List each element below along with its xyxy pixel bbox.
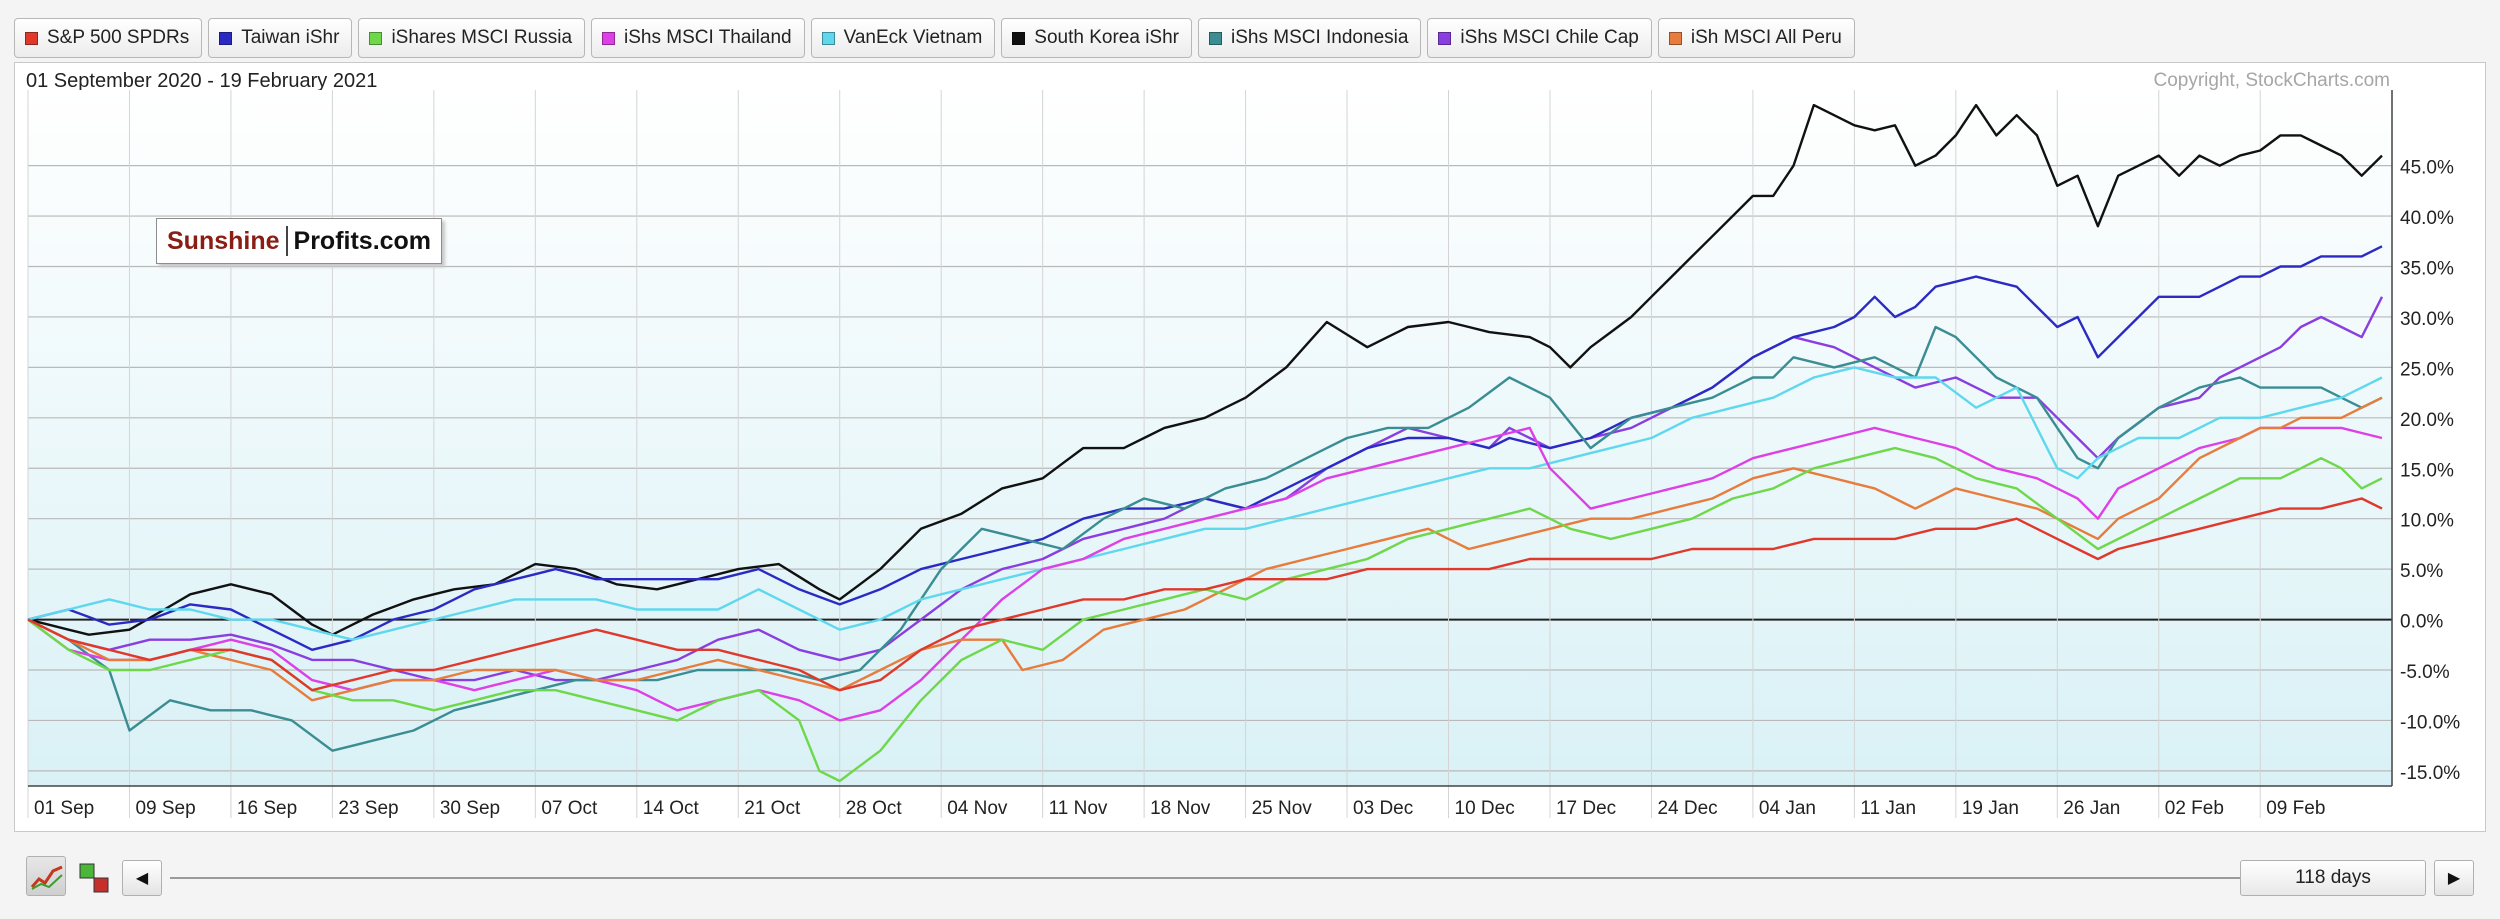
legend-item[interactable]: South Korea iShr bbox=[1001, 18, 1192, 58]
y-tick-label: 10.0% bbox=[2400, 511, 2454, 532]
x-tick-label: 23 Sep bbox=[338, 798, 398, 819]
bottom-toolbar: ◀ 118 days ▶ bbox=[14, 850, 2486, 910]
x-tick-label: 24 Dec bbox=[1657, 798, 1717, 819]
logo-divider bbox=[285, 226, 288, 256]
legend-swatch bbox=[1209, 31, 1222, 45]
date-range: 01 September 2020 - 19 February 2021 bbox=[26, 70, 378, 92]
legend-item[interactable]: iShs MSCI Indonesia bbox=[1198, 18, 1422, 58]
axis-layer: -15.0% -10.0% -5.0% 0.0% 5.0% 10.0% 15.0% 20.0%… bbox=[28, 90, 2460, 819]
logo-text-sunshine: Sunshine bbox=[167, 226, 280, 255]
legend-label: South Korea iShr bbox=[1034, 27, 1179, 48]
y-tick-label: 40.0% bbox=[2400, 208, 2454, 229]
legend-label: iShs MSCI Chile Cap bbox=[1460, 27, 1639, 48]
y-tick-label: -10.0% bbox=[2400, 712, 2460, 733]
x-tick-label: 04 Jan bbox=[1759, 798, 1816, 819]
scroll-left-button[interactable]: ◀ bbox=[122, 860, 162, 896]
days-range-box[interactable]: 118 days bbox=[2240, 860, 2426, 896]
y-tick-label: 35.0% bbox=[2400, 259, 2454, 280]
bar-chart-icon bbox=[79, 863, 109, 893]
y-tick-label: 0.0% bbox=[2400, 612, 2443, 633]
legend-swatch bbox=[1438, 31, 1452, 45]
legend-label: iShs MSCI Thailand bbox=[624, 27, 792, 48]
x-tick-label: 07 Oct bbox=[541, 798, 598, 819]
legend-item[interactable]: S&P 500 SPDRs bbox=[14, 18, 203, 58]
x-tick-label: 11 Nov bbox=[1049, 798, 1108, 819]
x-tick-label: 02 Feb bbox=[2165, 798, 2224, 819]
scroll-track[interactable] bbox=[170, 877, 2244, 879]
legend-label: iShs MSCI Indonesia bbox=[1231, 27, 1409, 48]
x-tick-label: 16 Sep bbox=[237, 798, 297, 819]
legend-label: iSh MSCI All Peru bbox=[1690, 27, 1842, 48]
line-chart-icon bbox=[30, 865, 63, 890]
x-tick-label: 25 Nov bbox=[1252, 798, 1313, 819]
x-tick-label: 10 Dec bbox=[1455, 798, 1515, 819]
scroll-right-button[interactable]: ▶ bbox=[2434, 860, 2474, 896]
x-tick-label: 09 Feb bbox=[2266, 798, 2325, 819]
series-layer bbox=[27, 103, 2384, 783]
sunshine-profits-logo: Sunshine Profits.com bbox=[156, 218, 443, 264]
line-chart-toggle-button[interactable] bbox=[26, 856, 66, 896]
x-tick-label: 18 Nov bbox=[1150, 798, 1211, 819]
legend-item[interactable]: iShs MSCI Chile Cap bbox=[1427, 18, 1652, 58]
y-tick-label: 25.0% bbox=[2400, 359, 2454, 380]
x-tick-label: 30 Sep bbox=[440, 798, 500, 819]
legend-label: S&P 500 SPDRs bbox=[47, 27, 190, 48]
legend-label: VanEck Vietnam bbox=[843, 27, 983, 48]
legend-swatch bbox=[602, 31, 616, 45]
legend-item[interactable]: Taiwan iShr bbox=[208, 18, 353, 58]
legend-swatch bbox=[821, 31, 835, 45]
series-line bbox=[27, 103, 2383, 636]
legend-item[interactable]: VanEck Vietnam bbox=[810, 18, 996, 58]
series-line bbox=[27, 366, 2383, 641]
logo-text-profits: Profits.com bbox=[293, 226, 432, 255]
y-tick-label: -15.0% bbox=[2400, 763, 2460, 784]
legend-item[interactable]: iShs MSCI Thailand bbox=[591, 18, 805, 58]
x-tick-label: 17 Dec bbox=[1556, 798, 1616, 819]
series-line bbox=[27, 396, 2383, 702]
legend-swatch bbox=[1668, 31, 1682, 45]
y-tick-label: 15.0% bbox=[2400, 460, 2454, 481]
x-tick-label: 21 Oct bbox=[744, 798, 801, 819]
legend-item[interactable]: iSh MSCI All Peru bbox=[1657, 18, 1855, 58]
y-tick-label: 45.0% bbox=[2400, 158, 2454, 179]
legend-swatch bbox=[219, 31, 233, 45]
legend-swatch bbox=[369, 31, 383, 45]
x-tick-label: 03 Dec bbox=[1353, 798, 1413, 819]
x-tick-label: 14 Oct bbox=[643, 798, 700, 819]
y-tick-label: 5.0% bbox=[2400, 561, 2443, 582]
x-tick-label: 09 Sep bbox=[135, 798, 195, 819]
legend-label: iShares MSCI Russia bbox=[391, 27, 573, 48]
legend-swatch bbox=[25, 31, 38, 45]
copyright: Copyright, StockCharts.com bbox=[2153, 70, 2390, 91]
y-tick-label: -5.0% bbox=[2400, 662, 2450, 683]
y-tick-label: 20.0% bbox=[2400, 410, 2454, 431]
legend-bar: S&P 500 SPDRs Taiwan iShr iShares MSCI Rus… bbox=[14, 18, 1855, 58]
x-tick-label: 01 Sep bbox=[34, 798, 94, 819]
x-tick-label: 26 Jan bbox=[2063, 798, 2120, 819]
bar-chart-toggle-button[interactable] bbox=[74, 856, 114, 896]
y-tick-label: 30.0% bbox=[2400, 309, 2454, 330]
legend-item[interactable]: iShares MSCI Russia bbox=[358, 18, 586, 58]
x-tick-label: 11 Jan bbox=[1860, 798, 1916, 819]
x-tick-label: 19 Jan bbox=[1962, 798, 2019, 819]
legend-swatch bbox=[1012, 31, 1026, 45]
x-tick-label: 28 Oct bbox=[846, 798, 903, 819]
series-line bbox=[27, 497, 2383, 692]
legend-label: Taiwan iShr bbox=[241, 27, 340, 48]
grid-layer bbox=[27, 90, 2392, 818]
x-tick-label: 04 Nov bbox=[947, 798, 1008, 819]
series-line bbox=[27, 325, 2383, 752]
